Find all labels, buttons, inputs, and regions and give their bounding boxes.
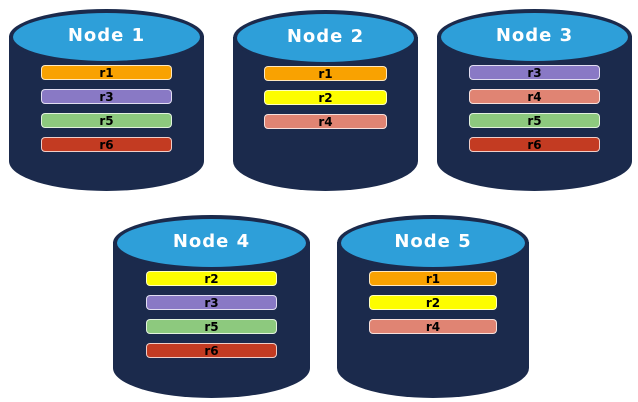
cylinder-top: Node 5 — [337, 215, 529, 271]
replica-bar: r1 — [41, 65, 172, 80]
replica-bars-container: r3 r4 r5 r6 — [469, 65, 600, 152]
replica-label: r3 — [204, 295, 219, 310]
replica-bar: r6 — [41, 137, 172, 152]
node-label: Node 4 — [172, 231, 251, 252]
replica-label: r5 — [527, 113, 542, 128]
replica-label: r6 — [527, 137, 542, 152]
node-cylinder: Node 1 r1 r3 r5 r6 — [8, 8, 205, 191]
replica-bar: r5 — [145, 319, 278, 334]
node-label: Node 1 — [67, 25, 146, 46]
replica-label: r4 — [425, 319, 441, 334]
replica-label: r3 — [527, 65, 542, 80]
replica-bars-container: r1 r2 r4 — [368, 271, 497, 334]
replica-label: r2 — [204, 271, 219, 286]
node-label: Node 2 — [286, 26, 365, 47]
replica-label: r6 — [99, 137, 114, 152]
node-cylinder: Node 3 r3 r4 r5 r6 — [436, 8, 633, 191]
node-label: Node 5 — [394, 231, 472, 252]
replica-bar: r2 — [145, 271, 278, 286]
replica-bar: r2 — [368, 295, 497, 310]
replica-label: r1 — [425, 271, 441, 286]
cylinder-top: Node 1 — [9, 9, 204, 65]
replica-bar: r4 — [263, 114, 388, 129]
replica-label: r4 — [527, 89, 542, 104]
replica-label: r3 — [99, 89, 114, 104]
replica-bar: r5 — [41, 113, 172, 128]
replica-bar: r2 — [263, 90, 388, 105]
replica-bar: r4 — [368, 319, 497, 334]
replica-label: r2 — [425, 295, 441, 310]
replica-bar: r1 — [368, 271, 497, 286]
replica-bars-container: r1 r2 r4 — [263, 66, 388, 129]
replica-label: r2 — [318, 90, 333, 105]
cylinder-top: Node 4 — [113, 215, 310, 271]
node-label: Node 3 — [495, 25, 574, 46]
node-cylinder: Node 5 r1 r2 r4 — [336, 214, 530, 398]
cylinder-top: Node 3 — [437, 9, 632, 65]
replica-label: r5 — [204, 319, 219, 334]
replica-bar: r6 — [469, 137, 600, 152]
replica-bar: r3 — [41, 89, 172, 104]
cylinder-top: Node 2 — [233, 10, 418, 66]
replica-label: r5 — [99, 113, 114, 128]
replica-bar: r5 — [469, 113, 600, 128]
replica-label: r1 — [99, 65, 114, 80]
replica-bars-container: r1 r3 r5 r6 — [41, 65, 172, 152]
replica-bar: r1 — [263, 66, 388, 81]
node-cylinder: Node 2 r1 r2 r4 — [232, 9, 419, 191]
replica-bar: r3 — [469, 65, 600, 80]
replica-bar: r6 — [145, 343, 278, 358]
replica-label: r6 — [204, 343, 219, 358]
replica-label: r4 — [318, 114, 333, 129]
replica-bar: r4 — [469, 89, 600, 104]
replica-label: r1 — [318, 66, 333, 81]
replica-bars-container: r2 r3 r5 r6 — [145, 271, 278, 358]
node-cylinder: Node 4 r2 r3 r5 r6 — [112, 214, 311, 398]
replica-bar: r3 — [145, 295, 278, 310]
